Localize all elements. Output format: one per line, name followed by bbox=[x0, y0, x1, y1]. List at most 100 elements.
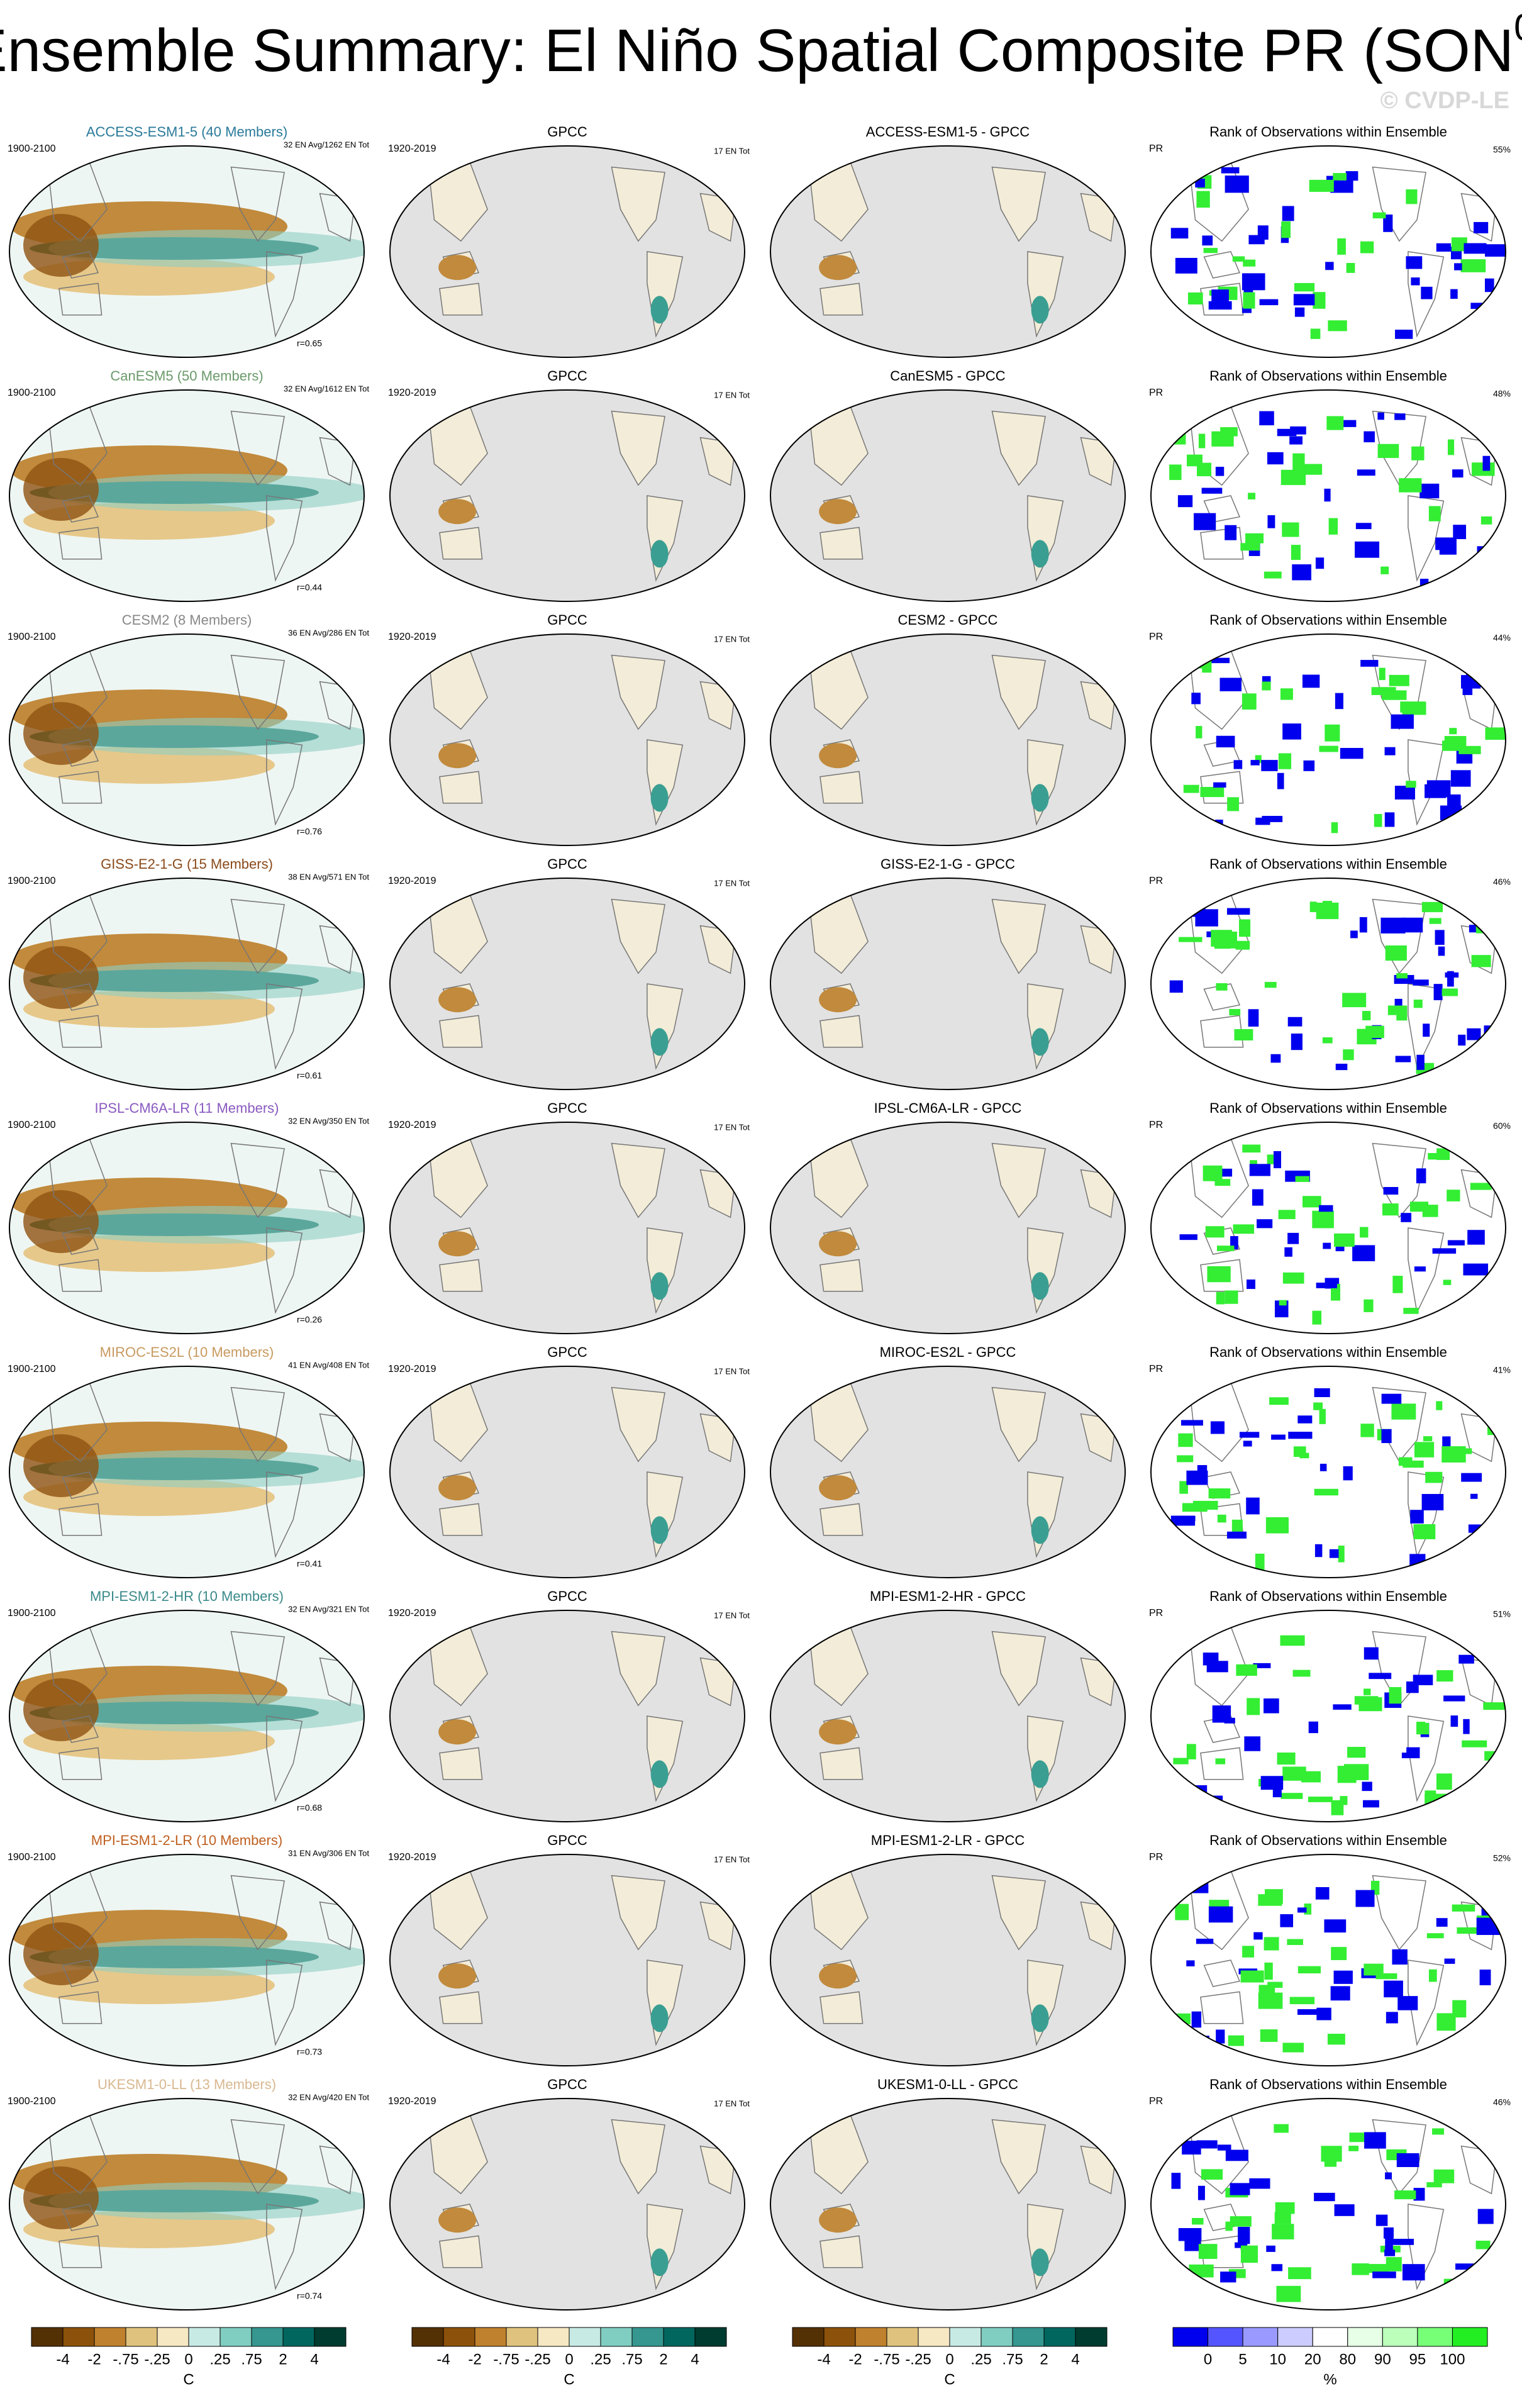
rank-cell bbox=[1225, 176, 1249, 193]
rank-cell bbox=[1322, 901, 1333, 917]
rank-cell bbox=[1280, 1793, 1303, 1799]
map-border bbox=[9, 633, 365, 846]
rank-cell bbox=[1293, 294, 1315, 306]
rank-cell bbox=[1352, 2263, 1369, 2275]
dry-spot bbox=[438, 255, 477, 281]
rank-cell bbox=[1169, 464, 1182, 481]
rank-cell bbox=[1321, 2146, 1342, 2162]
map-border bbox=[389, 145, 745, 358]
rank-cell bbox=[1277, 772, 1284, 789]
land bbox=[819, 1991, 864, 2024]
rank-title: Rank of Observations within Ensemble bbox=[1209, 1100, 1447, 1116]
colorbar-label: .75 bbox=[241, 2351, 262, 2368]
rank-cell bbox=[1458, 1034, 1466, 1046]
rank-cell bbox=[1480, 516, 1492, 525]
land bbox=[611, 1630, 665, 1707]
rank-cell bbox=[1314, 1488, 1338, 1496]
rank-cell bbox=[1203, 248, 1218, 254]
rank-cell bbox=[1319, 1463, 1327, 1471]
map bbox=[9, 1854, 364, 2066]
map bbox=[770, 634, 1125, 845]
diff-title: MIROC-ES2L - GPCC bbox=[880, 1344, 1016, 1360]
model-title: IPSL-CM6A-LR (11 Members) bbox=[95, 1100, 279, 1116]
colorbar-box bbox=[663, 2327, 696, 2347]
rank-cell bbox=[1469, 426, 1483, 433]
rank-cell bbox=[1299, 1452, 1309, 1459]
rank-cell bbox=[1289, 436, 1303, 445]
colorbar-label: -4 bbox=[56, 2351, 69, 2368]
rank-cell bbox=[1200, 787, 1225, 798]
pattern-correlation: r=0.65 bbox=[297, 338, 322, 348]
rank-cell bbox=[1406, 189, 1418, 204]
rank-cell bbox=[1384, 2249, 1396, 2256]
colorbar-box bbox=[886, 2327, 919, 2347]
rank-cell bbox=[1309, 179, 1334, 192]
rank-cell bbox=[1426, 2182, 1442, 2188]
rank-cell bbox=[1364, 1963, 1384, 1976]
land bbox=[611, 1386, 665, 1463]
rank-cell bbox=[1426, 780, 1451, 798]
rank-cell bbox=[1198, 2244, 1218, 2259]
land bbox=[819, 282, 864, 316]
rank-colorbar-label: 95 bbox=[1409, 2351, 1426, 2368]
map bbox=[1151, 1366, 1506, 1578]
rank-cell bbox=[1402, 2264, 1425, 2281]
rank-cell bbox=[1374, 814, 1382, 827]
map-border bbox=[1150, 145, 1506, 358]
rank-cell bbox=[1384, 747, 1396, 755]
pattern-correlation: r=0.74 bbox=[297, 2291, 322, 2301]
rank-cell bbox=[1328, 518, 1338, 535]
colorbar-label: -.75 bbox=[113, 2351, 138, 2368]
map bbox=[390, 878, 745, 1090]
rank-cell bbox=[1445, 972, 1459, 978]
rank-cell bbox=[1394, 998, 1403, 1008]
rank-cell bbox=[1214, 1179, 1231, 1186]
rank-cell bbox=[1189, 2264, 1214, 2278]
rank-cell bbox=[1291, 545, 1301, 560]
land bbox=[819, 1503, 864, 1536]
rank-cell bbox=[1470, 1183, 1492, 1190]
rank-cell bbox=[1271, 2264, 1283, 2271]
rank-cell bbox=[1484, 1025, 1506, 1040]
diff-title: ACCESS-ESM1-5 - GPCC bbox=[866, 124, 1030, 140]
rank-cell bbox=[1436, 243, 1451, 252]
rank-cell bbox=[1380, 566, 1389, 574]
rank-cell bbox=[1324, 1919, 1347, 1933]
land bbox=[611, 1875, 665, 1951]
dry-spot bbox=[438, 499, 477, 525]
rank-cell bbox=[1362, 1011, 1371, 1021]
rank-cell bbox=[1364, 1688, 1371, 1695]
rank-cell bbox=[1269, 1397, 1289, 1405]
rank-cell bbox=[1225, 2221, 1233, 2231]
rank-cell bbox=[1463, 1719, 1470, 1734]
rank-cell bbox=[1247, 1698, 1260, 1715]
wet-band bbox=[48, 1206, 364, 1244]
period: 1900-2100 bbox=[8, 1120, 56, 1130]
rank-cell bbox=[1179, 1234, 1197, 1240]
colorbar-box bbox=[823, 2327, 856, 2347]
rank-cell bbox=[1398, 1457, 1413, 1466]
rank-cell bbox=[1391, 714, 1414, 729]
obs-count: 17 EN Tot bbox=[714, 1122, 750, 1132]
colorbar-label: -.25 bbox=[905, 2351, 931, 2368]
wet-spot bbox=[650, 2004, 669, 2032]
wet-band bbox=[48, 962, 364, 1000]
diff-title: UKESM1-0-LL - GPCC bbox=[877, 2076, 1018, 2092]
rank-cell bbox=[1202, 235, 1213, 246]
ocean bbox=[1151, 1854, 1506, 2066]
rank-cell bbox=[1216, 2029, 1225, 2044]
rank-cell bbox=[1391, 1403, 1416, 1420]
title-main: Ensemble Summary: El Niño Spatial Compos… bbox=[0, 17, 1514, 84]
rank-variable: PR bbox=[1149, 387, 1163, 398]
rank-cell bbox=[1403, 1308, 1419, 1314]
rank-cell bbox=[1259, 411, 1274, 426]
rank-cell bbox=[1241, 307, 1252, 313]
rank-cell bbox=[1419, 483, 1440, 499]
rank-colorbar-box bbox=[1172, 2327, 1209, 2347]
rank-cell bbox=[1279, 1300, 1287, 1306]
dry-spot bbox=[23, 1678, 99, 1741]
dry-spot bbox=[23, 702, 99, 765]
land bbox=[1372, 1386, 1426, 1463]
wet-band bbox=[48, 230, 364, 267]
map bbox=[9, 1610, 364, 1822]
